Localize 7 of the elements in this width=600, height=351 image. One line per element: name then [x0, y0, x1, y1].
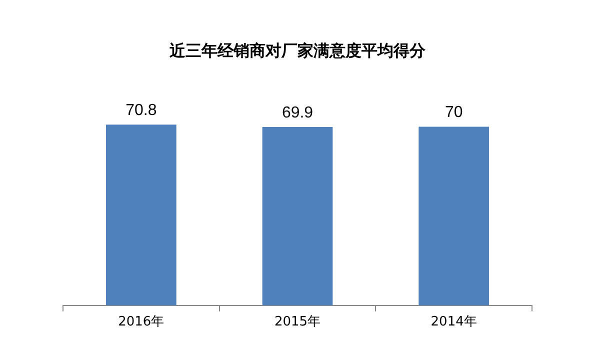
data-label: 70: [444, 104, 463, 122]
x-tick-label: 2015年: [274, 314, 321, 330]
chart-title: 近三年经销商对厂家满意度平均得分: [168, 40, 426, 60]
x-tick-label: 2014年: [430, 314, 477, 330]
data-label: 70.8: [126, 102, 157, 120]
data-label: 69.9: [282, 104, 314, 122]
x-tick-label: 2016年: [118, 314, 164, 330]
